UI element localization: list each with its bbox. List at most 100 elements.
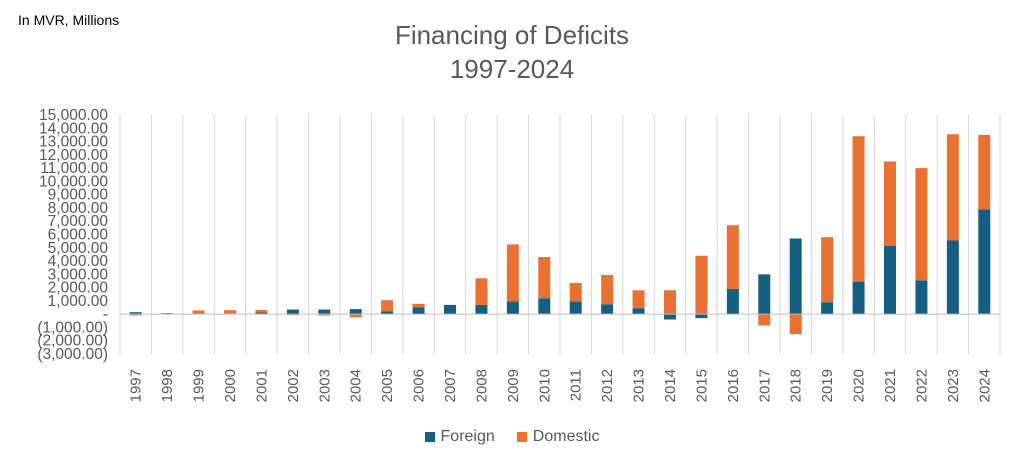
legend-item-domestic: Domestic bbox=[516, 428, 599, 446]
bar-foreign-2019 bbox=[821, 302, 834, 315]
legend-swatch-domestic bbox=[516, 432, 527, 442]
bar-domestic-2021 bbox=[884, 161, 896, 246]
x-tick-label: 2012 bbox=[599, 369, 616, 402]
bar-foreign-2023 bbox=[946, 240, 959, 315]
bar-foreign-2004 bbox=[349, 309, 362, 315]
x-tick-label: 1997 bbox=[128, 369, 145, 402]
y-tick-label: 12,000.00 bbox=[39, 147, 108, 164]
y-tick-label: - bbox=[103, 306, 108, 323]
y-tick-label: (2,000.00) bbox=[37, 333, 108, 350]
y-tick-label: (1,000.00) bbox=[37, 319, 108, 336]
x-tick-label: 2004 bbox=[348, 369, 365, 402]
bar-foreign-2009 bbox=[506, 301, 519, 315]
x-tick-label: 2024 bbox=[976, 369, 993, 402]
x-tick-label: 2014 bbox=[662, 369, 679, 402]
y-tick-label: 4,000.00 bbox=[48, 253, 109, 270]
bar-foreign-2021 bbox=[884, 245, 896, 315]
bar-domestic-2017 bbox=[758, 314, 771, 326]
chart-title-line-1: Financing of Deficits bbox=[394, 20, 630, 50]
bar-domestic-2024 bbox=[978, 134, 991, 210]
x-tick-label: 2016 bbox=[725, 369, 742, 402]
x-tick-label: 1998 bbox=[159, 369, 176, 402]
chart-title: Financing of Deficits 1997-2024 bbox=[0, 18, 1024, 86]
bar-domestic-2018 bbox=[789, 314, 802, 335]
bar-domestic-2008 bbox=[475, 278, 488, 305]
bar-foreign-1997 bbox=[129, 312, 142, 315]
bar-domestic-2011 bbox=[569, 282, 582, 302]
chart-title-line-2: 1997-2024 bbox=[449, 54, 575, 84]
bar-domestic-2014 bbox=[664, 290, 676, 315]
bar-domestic-2023 bbox=[946, 134, 959, 241]
bar-domestic-2010 bbox=[538, 257, 551, 299]
x-tick-label: 2007 bbox=[442, 369, 459, 402]
legend-item-foreign: Foreign bbox=[424, 428, 495, 446]
x-tick-label: 2008 bbox=[473, 369, 490, 402]
bar-foreign-2013 bbox=[632, 308, 645, 315]
bar-foreign-2006 bbox=[412, 307, 425, 315]
x-tick-label: 2019 bbox=[819, 369, 836, 402]
bar-foreign-2001 bbox=[255, 312, 268, 315]
bar-domestic-2002 bbox=[286, 314, 299, 316]
bar-domestic-2009 bbox=[506, 244, 519, 302]
bar-domestic-2022 bbox=[915, 168, 928, 281]
bar-domestic-2000 bbox=[224, 310, 236, 315]
x-tick-label: 2009 bbox=[505, 369, 522, 402]
bar-domestic-2012 bbox=[601, 274, 614, 305]
bar-domestic-1999 bbox=[192, 310, 205, 315]
bar-domestic-2016 bbox=[726, 225, 739, 289]
y-tick-label: 1,000.00 bbox=[48, 293, 109, 310]
y-tick-label: 2,000.00 bbox=[48, 280, 109, 297]
y-tick-label: 15,000.00 bbox=[39, 107, 108, 124]
bar-foreign-2005 bbox=[381, 311, 394, 315]
bar-domestic-2005 bbox=[381, 300, 394, 312]
bar-domestic-2015 bbox=[695, 255, 708, 315]
x-tick-label: 2010 bbox=[536, 369, 553, 402]
bar-domestic-2004 bbox=[349, 314, 362, 318]
x-tick-label: 2000 bbox=[222, 369, 239, 402]
x-tick-label: 2021 bbox=[882, 369, 899, 402]
bar-foreign-2002 bbox=[286, 309, 299, 315]
y-tick-label: 8,000.00 bbox=[48, 200, 109, 217]
x-tick-label: 2017 bbox=[756, 369, 773, 402]
bar-foreign-2016 bbox=[726, 288, 739, 315]
x-tick-label: 2023 bbox=[945, 369, 962, 402]
bar-foreign-2011 bbox=[569, 301, 582, 315]
bar-domestic-2006 bbox=[412, 303, 425, 308]
bar-foreign-2024 bbox=[978, 209, 991, 315]
y-tick-label: (3,000.00) bbox=[37, 346, 108, 363]
bar-domestic-2020 bbox=[852, 136, 865, 282]
bar-domestic-2001 bbox=[255, 309, 268, 313]
legend: Foreign Domestic bbox=[0, 428, 1024, 446]
y-tick-label: 3,000.00 bbox=[48, 266, 109, 283]
y-tick-label: 11,000.00 bbox=[40, 160, 108, 177]
x-tick-label: 2011 bbox=[568, 369, 585, 401]
x-tick-label: 2006 bbox=[411, 369, 428, 402]
bar-foreign-2007 bbox=[444, 304, 456, 315]
bar-domestic-2019 bbox=[821, 237, 834, 303]
x-tick-label: 1999 bbox=[191, 369, 208, 402]
bar-foreign-2020 bbox=[852, 281, 865, 315]
legend-swatch-foreign bbox=[424, 432, 435, 442]
x-tick-label: 2018 bbox=[788, 369, 805, 402]
bar-foreign-2015 bbox=[695, 314, 708, 319]
y-tick-label: 14,000.00 bbox=[39, 120, 108, 137]
x-tick-label: 2013 bbox=[631, 369, 648, 402]
y-axis-ticks: (3,000.00)(2,000.00)(1,000.00)-1,000.002… bbox=[37, 107, 108, 363]
legend-label-foreign: Foreign bbox=[440, 428, 495, 445]
x-tick-label: 2020 bbox=[851, 369, 868, 402]
bar-foreign-2010 bbox=[538, 298, 551, 315]
gridlines bbox=[119, 115, 1001, 354]
y-tick-label: 6,000.00 bbox=[48, 227, 109, 244]
x-tick-label: 2002 bbox=[285, 369, 302, 402]
bar-domestic-2003 bbox=[318, 314, 331, 316]
bar-foreign-2003 bbox=[318, 309, 331, 315]
bar-foreign-2014 bbox=[664, 314, 676, 320]
x-tick-label: 2003 bbox=[316, 369, 333, 402]
y-tick-label: 9,000.00 bbox=[48, 187, 109, 204]
y-tick-label: 5,000.00 bbox=[48, 240, 109, 257]
y-tick-label: 10,000.00 bbox=[39, 173, 108, 190]
x-axis-ticks: 1997 1998 1999 2000 2001 2002 2003 2004 2005 2006… bbox=[128, 369, 994, 402]
bar-foreign-2022 bbox=[915, 280, 928, 315]
bar-domestic-2013 bbox=[632, 290, 645, 309]
